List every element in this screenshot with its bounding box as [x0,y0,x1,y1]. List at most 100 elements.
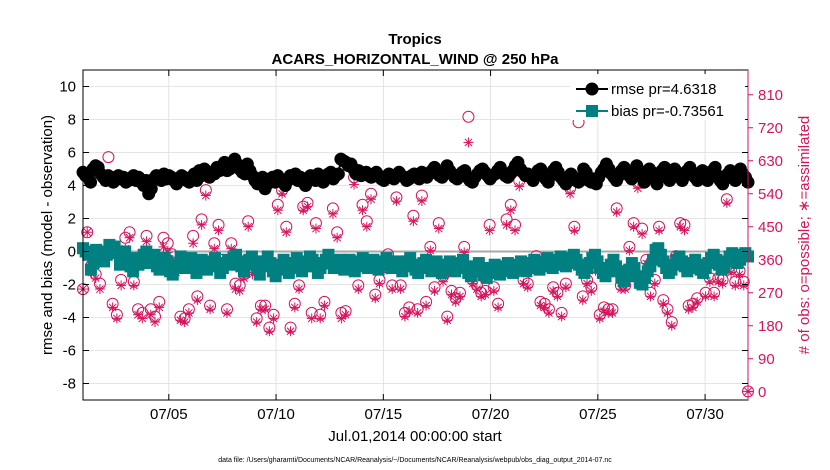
obs-assimilated-marker [611,207,622,218]
obs-assimilated-stroke [739,281,748,290]
y2-axis-label: # of obs: o=possible; ∗=assimilated [796,116,813,355]
obs-assimilated-stroke [680,226,689,235]
y2-tick-label: 810 [758,87,783,104]
obs-assimilated-marker [200,190,211,201]
obs-assimilated-stroke [464,138,473,147]
obs-possible-marker [102,151,115,164]
obs-assimilated-stroke [612,208,621,217]
obs-assimilated-stroke [511,226,519,235]
obs-assimilated-marker [442,315,453,326]
obs-assimilated-stroke [481,290,490,299]
obs-assimilated-marker [124,232,135,243]
obs-assimilated-stroke [629,222,638,231]
y2-tick-label: 360 [758,252,783,269]
obs-assimilated-stroke [608,308,617,317]
bias-point [82,248,95,261]
obs-assimilated-stroke [536,301,545,310]
obs-assimilated-marker [438,276,449,287]
obs-assimilated-stroke [430,286,439,295]
obs-assimilated-stroke [214,226,223,235]
obs-assimilated-marker [90,273,101,284]
obs-assimilated-stroke [184,308,193,317]
obs-assimilated-marker [188,238,199,249]
obs-assimilated-stroke [553,292,562,301]
obs-assimilated-marker [539,302,550,313]
obs-assimilated-marker [251,317,262,328]
obs-assimilated-stroke [375,279,384,288]
bias-point [588,248,601,261]
obs-assimilated-stroke [235,286,244,295]
obs-assimilated-marker [272,205,283,216]
obs-assimilated-marker [137,313,148,324]
obs-assimilated-marker [319,300,330,311]
obs-assimilated-stroke [134,310,143,319]
obs-assimilated-marker [522,282,533,293]
obs-assimilated-stroke [451,297,460,306]
obs-assimilated-marker [82,227,93,238]
obs-assimilated-marker [145,309,156,320]
obs-assimilated-marker [624,245,635,256]
obs-assimilated-marker [637,229,648,240]
obs-assimilated-stroke [371,294,380,303]
obs-assimilated-stroke [83,228,92,237]
y-axis-right: 0 90 180 270 360 450 540 630 720 810 [748,87,783,401]
obs-assimilated-marker [196,219,207,230]
x-tick-label: 07/15 [365,406,403,423]
obs-assimilated-marker [738,280,749,291]
obs-assimilated-stroke [117,281,126,290]
y2-tick-label: 630 [758,153,783,170]
chart-subtitle: ACARS_HORIZONTAL_WIND @ 250 hPa [272,51,560,68]
obs-assimilated-stroke [515,182,524,191]
y2-tick-label: 0 [758,384,766,401]
obs-assimilated-stroke [600,307,608,316]
obs-assimilated-stroke [146,310,155,319]
obs-assimilated-stroke [502,220,511,229]
obs-assimilated-stroke [320,301,329,310]
obs-assimilated-marker [111,313,122,324]
obs-assimilated-stroke [295,285,303,294]
obs-assimilated-stroke [578,296,587,305]
obs-assimilated-marker [205,304,216,315]
rmse-series [76,152,755,201]
obs-assimilated-stroke [261,305,270,314]
obs-assimilated-stroke [91,274,100,283]
bias-series [77,238,754,291]
obs-assimilated-marker [709,291,720,302]
obs-assimilated-stroke [710,292,719,301]
obs-assimilated-marker [577,295,588,306]
obs-assimilated-marker [327,208,338,219]
obs-assimilated-stroke [693,297,702,306]
obs-assimilated-stroke [549,286,558,295]
obs-assimilated-stroke [625,246,634,255]
obs-assimilated-marker [294,284,305,295]
obs-assimilated-marker [717,278,728,289]
legend-bias-label: bias pr=-0.73561 [611,103,724,120]
obs-assimilated-stroke [388,285,397,294]
obs-assimilated-stroke [409,217,418,226]
y-tick-label: 2 [68,211,76,228]
obs-assimilated-stroke [189,239,198,248]
legend-rmse-marker [585,82,599,96]
bias-point [230,248,243,261]
obs-assimilated-marker [213,225,224,236]
obs-assimilated-marker [128,280,139,291]
obs-assimilated-marker [488,285,499,296]
obs-assimilated-stroke [392,197,401,206]
obs-assimilated-stroke [434,224,443,233]
obs-assimilated-stroke [201,191,210,200]
obs-assimilated-stroke [358,206,367,215]
obs-assimilated-stroke [701,292,710,301]
y2-tick-label: 270 [758,285,783,302]
obs-assimilated-marker [560,282,571,293]
bias-point [322,248,335,261]
obs-assimilated-stroke [655,226,664,235]
obs-assimilated-marker [349,179,360,190]
obs-assimilated-marker [289,302,300,313]
obs-assimilated-stroke [688,303,697,312]
obs-assimilated-marker [713,276,724,287]
obs-assimilated-marker [679,225,690,236]
legend-box [570,74,745,120]
obs-assimilated-marker [395,284,406,295]
bias-point [148,248,161,261]
obs-assimilated-stroke [519,279,528,288]
